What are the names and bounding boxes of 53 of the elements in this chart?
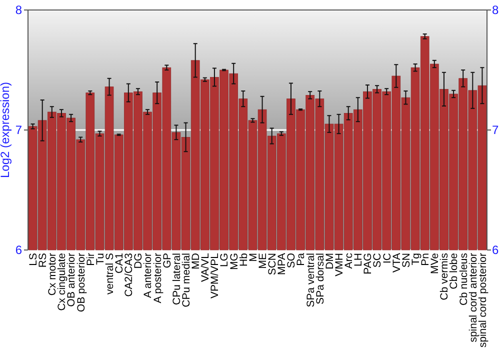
x-tick-label: Cx cingulate — [56, 252, 68, 311]
y2-tick-label: 7 — [492, 123, 499, 138]
x-tick-label: A posterior — [152, 252, 164, 304]
y-tick-label: 6 — [15, 243, 22, 258]
x-tick-label: Pa — [295, 252, 308, 266]
x-tick-label: Tg — [410, 252, 422, 266]
x-tick-label: MD — [190, 252, 202, 270]
x-tick-label: M — [247, 253, 260, 262]
x-tick-label: CA2/CA3 — [123, 252, 136, 297]
x-tick-label: Tu — [94, 252, 106, 265]
x-tick-label: CPu lateral — [170, 253, 183, 305]
y2-tick-label: 6 — [492, 243, 499, 258]
x-tick-label: LH — [352, 253, 365, 266]
x-tick-label: Pn — [420, 252, 432, 266]
x-tick-label: VTA — [390, 253, 403, 273]
x-tick-label: MPA — [276, 253, 288, 275]
x-tick-label: SC — [372, 252, 384, 268]
x-tick-label: Cb lobe — [448, 252, 460, 290]
x-tick-label: spinal cord anterior — [467, 252, 480, 342]
x-tick-label: SPa dorsal — [314, 253, 326, 304]
y-tick-label: 8 — [15, 3, 22, 18]
x-tick-label: DM — [324, 253, 336, 270]
x-tick-label: spinal cord posterior — [476, 252, 489, 348]
x-tick-label: RS — [37, 253, 50, 268]
x-tick-label: LG — [218, 253, 231, 268]
x-tick-label: VA/VL — [200, 252, 212, 282]
x-tick-label: DG — [132, 253, 145, 269]
y2-tick-label: 8 — [492, 3, 499, 18]
x-tick-label: A anterior — [142, 252, 154, 298]
x-tick-label: CPu medial — [180, 253, 192, 308]
x-tick-label: MVe — [429, 252, 442, 274]
x-tick-label: Hb — [238, 252, 250, 266]
x-tick-label: SCN — [266, 253, 279, 276]
x-tick-label: SO — [286, 253, 298, 268]
x-tick-label: CA1 — [114, 252, 126, 274]
x-tick-label: VMH — [333, 253, 346, 276]
y-axis-title: Log2 (expression) — [0, 82, 12, 178]
x-tick-label: PAG — [362, 253, 374, 274]
x-tick-label: LS — [27, 253, 40, 266]
x-tick-label: OB anterior — [66, 252, 78, 307]
y-tick-label: 7 — [15, 123, 22, 138]
x-tick-label: ventral S — [104, 253, 116, 294]
x-tick-label: SN — [400, 253, 412, 268]
x-tick-label: ME — [256, 253, 269, 269]
x-tick-label: IC — [381, 252, 394, 264]
x-tick-label: Pir — [84, 252, 97, 266]
x-tick-label: Cb nucleus — [458, 253, 470, 306]
x-tick-label: VPM/VPL — [209, 252, 222, 299]
x-tick-label: Arc — [343, 253, 356, 269]
x-tick-label: OB posterior — [75, 252, 88, 312]
x-tick-label: GP — [161, 253, 174, 268]
x-tick-label: SPa ventral — [304, 253, 317, 308]
x-tick-label: MG — [228, 253, 240, 270]
